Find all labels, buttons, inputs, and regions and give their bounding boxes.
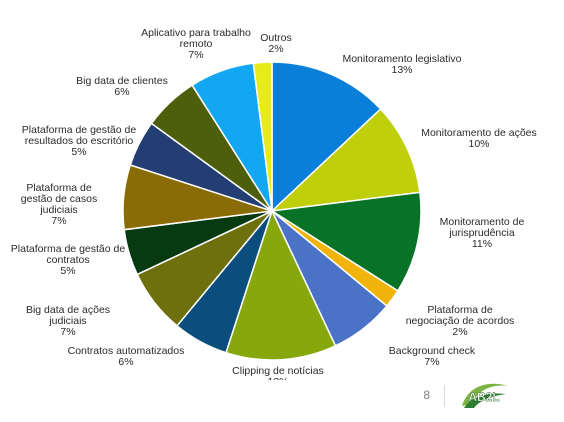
pie-slice-1 <box>271 61 382 213</box>
slice-value-9: 5% <box>60 265 75 277</box>
slice-label-14: Outros 2% <box>260 32 292 55</box>
slice-value-10: 7% <box>51 215 66 227</box>
slice-label-10: Plataforma de gestão de casos judiciais 7% <box>21 182 97 227</box>
slice-label-1: Monitoramento legislativo 13% <box>342 53 461 76</box>
logo-text: AB2L <box>468 390 499 404</box>
footer-divider <box>444 385 445 407</box>
slice-value-2: 10% <box>468 138 489 150</box>
slice-label-2: Monitoramento de ações 10% <box>421 127 537 150</box>
pie-chart: Monitoramento legislativo 13% Monitorament… <box>11 27 537 388</box>
slice-label-4: Plataforma de negociação de acordos 2% <box>406 304 515 338</box>
slice-value-14: 2% <box>268 43 283 55</box>
slice-label-5: Background check 7% <box>389 345 476 368</box>
slice-label-12: Big data de clientes 6% <box>76 75 168 98</box>
slice-label-13: Aplicativo para trabalho remoto 7% <box>141 27 251 61</box>
slice-value-13: 7% <box>188 49 203 61</box>
slice-label-8: Big data de ações judiciais 7% <box>26 304 110 338</box>
ab2l-logo: AB2L <box>462 383 508 408</box>
slice-value-5: 7% <box>424 356 439 368</box>
pie-slice-14 <box>252 61 273 212</box>
page-number: 8 <box>423 388 430 402</box>
slice-value-8: 7% <box>60 326 75 338</box>
pie-slice-2 <box>269 107 421 213</box>
pie-slice-6 <box>225 208 337 361</box>
slice-value-1: 13% <box>391 64 412 76</box>
logo-swoosh-dark <box>464 393 506 408</box>
slice-value-12: 6% <box>114 86 129 98</box>
slice-label-7: Contratos automatizados 6% <box>68 345 185 368</box>
slice-value-3: 11% <box>472 238 492 250</box>
slice-value-6: 12% <box>267 376 288 380</box>
pie-slice-3 <box>269 191 422 292</box>
slice-value-7: 6% <box>118 356 133 368</box>
slice-label-11: Plataforma de gestão de resultados do esc… <box>22 124 137 158</box>
slice-value-11: 5% <box>71 146 86 158</box>
slice-label-3: Monitoramento de jurisprudência 11% <box>440 216 525 250</box>
slice-label-9: Plataforma de gestão de contratos 5% <box>11 243 126 277</box>
slice-label-6: Clipping de notícias12% <box>232 365 324 380</box>
slice-value-4: 2% <box>452 326 467 338</box>
